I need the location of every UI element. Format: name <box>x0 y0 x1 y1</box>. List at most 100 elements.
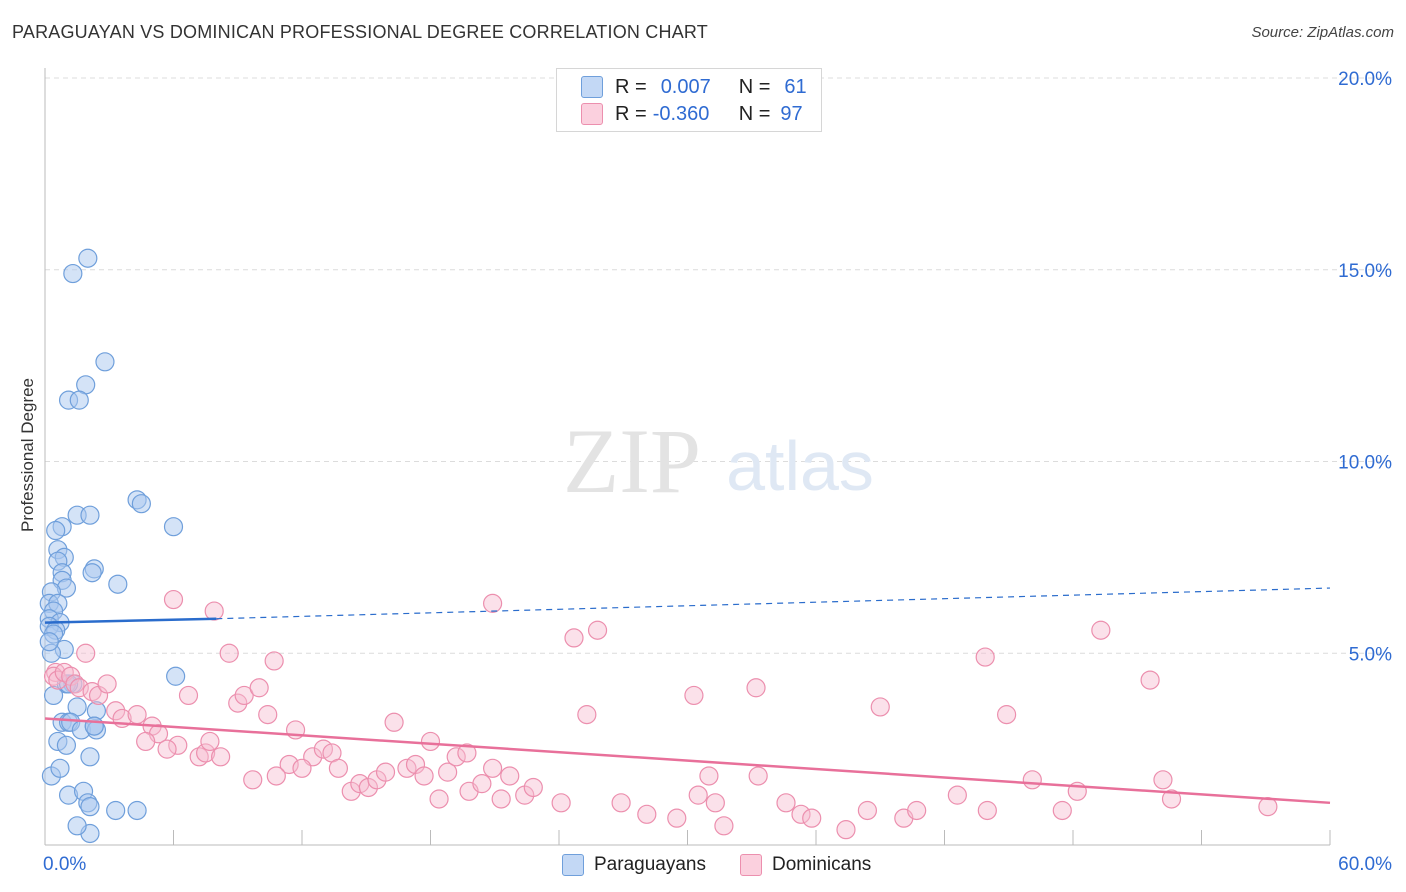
point-dominican <box>1161 789 1182 809</box>
point-paraguayan <box>127 800 147 821</box>
point-dominican <box>564 628 584 648</box>
x-tick-label: 0.0% <box>43 854 86 875</box>
point-dominican <box>328 758 349 778</box>
point-dominican <box>500 766 520 786</box>
series-swatch-pink <box>740 854 762 876</box>
point-dominican <box>836 820 856 840</box>
point-paraguayan <box>80 797 100 817</box>
point-dominican <box>1052 800 1072 821</box>
legend-swatch-blue <box>581 76 603 98</box>
point-dominican <box>136 731 156 752</box>
points-dominicans <box>43 589 1278 840</box>
point-dominican <box>577 705 597 725</box>
point-dominican <box>975 647 995 667</box>
point-dominican <box>264 651 284 671</box>
legend-n-label: N = <box>738 75 771 98</box>
point-dominican <box>200 731 220 752</box>
point-dominican <box>977 800 997 821</box>
point-paraguayan <box>80 747 100 767</box>
point-dominican <box>279 754 299 775</box>
point-dominican <box>266 766 286 786</box>
legend-n-label: N = <box>738 102 771 125</box>
chart-title: PARAGUAYAN VS DOMINICAN PROFESSIONAL DEG… <box>12 22 708 42</box>
legend-row-paraguayans: R = 0.007 N = 61 <box>581 74 807 100</box>
y-tick-label: 20.0% <box>1338 69 1392 90</box>
y-tick-label: 15.0% <box>1338 261 1392 282</box>
point-dominican <box>997 705 1017 725</box>
point-dominican <box>438 762 458 782</box>
point-dominican <box>243 770 263 790</box>
points-paraguayans <box>39 248 186 844</box>
point-dominican <box>947 785 967 805</box>
point-dominican <box>457 743 477 763</box>
point-paraguayan <box>84 716 104 736</box>
point-dominican <box>699 766 719 786</box>
legend-row-dominicans: R = -0.360 N = 97 <box>581 101 803 127</box>
point-paraguayan <box>63 263 83 284</box>
source-credit: Source: ZipAtlas.com <box>1251 24 1394 41</box>
point-paraguayan <box>131 494 151 514</box>
point-dominican <box>97 674 117 694</box>
point-dominican <box>219 643 239 663</box>
trend-line-paraguayans-extension <box>216 587 1331 620</box>
point-paraguayan <box>106 800 126 821</box>
point-dominican <box>292 758 312 778</box>
point-paraguayan <box>43 685 64 706</box>
trend-line-dominicans <box>44 717 1331 805</box>
series-legend-paraguayans: Paraguayans <box>562 852 706 878</box>
point-dominican <box>587 620 608 640</box>
point-paraguayan <box>163 517 184 537</box>
point-dominican <box>196 743 216 763</box>
point-paraguayan <box>69 390 89 410</box>
point-dominican <box>1091 620 1111 640</box>
legend-r-label: R = <box>615 102 647 125</box>
point-paraguayan <box>82 563 102 583</box>
series-label-paraguayans: Paraguayans <box>594 854 706 875</box>
point-dominican <box>163 589 184 610</box>
legend-swatch-pink <box>581 103 603 125</box>
point-dominican <box>667 808 687 828</box>
point-dominican <box>258 705 278 725</box>
point-dominican <box>204 601 224 621</box>
axes <box>44 68 1331 846</box>
point-dominican <box>748 766 768 786</box>
series-label-dominicans: Dominicans <box>772 854 872 875</box>
point-dominican <box>802 808 822 828</box>
watermark-zip: ZIP <box>563 410 701 512</box>
point-dominican <box>523 777 543 798</box>
point-paraguayan <box>166 666 186 686</box>
point-paraguayan <box>58 674 79 694</box>
point-dominican <box>414 766 434 786</box>
point-dominican <box>446 747 466 767</box>
watermark-atlas: atlas <box>726 427 874 505</box>
tick-labels: 5.0% 10.0% 15.0% 20.0% 0.0% 60.0% <box>43 69 1392 875</box>
point-dominican <box>420 731 441 752</box>
point-dominican <box>178 685 199 706</box>
trend-lines <box>44 587 1331 805</box>
correlation-legend: R = 0.007 N = 61 R = -0.360 N = 97 <box>556 68 822 132</box>
y-tick-label: 10.0% <box>1338 453 1392 474</box>
point-dominican <box>551 793 571 813</box>
x-tick-label: 60.0% <box>1338 854 1392 875</box>
point-paraguayan <box>39 632 59 652</box>
point-dominican <box>611 793 631 813</box>
point-dominican <box>168 735 188 755</box>
legend-n-value: 61 <box>784 75 807 98</box>
y-tick-label: 5.0% <box>1349 644 1392 665</box>
point-dominican <box>76 643 96 663</box>
point-dominican <box>429 789 449 809</box>
point-dominican <box>483 758 503 778</box>
point-dominican <box>857 800 878 821</box>
legend-n-value: 97 <box>780 102 803 125</box>
point-dominican <box>106 701 126 721</box>
point-dominican <box>127 705 147 725</box>
point-dominican <box>870 697 890 717</box>
point-dominican <box>483 593 503 613</box>
point-paraguayan <box>67 816 87 836</box>
point-dominican <box>637 804 657 824</box>
trend-line-paraguayans <box>44 617 217 624</box>
point-dominican <box>211 747 231 767</box>
legend-r-value: 0.007 <box>660 75 711 98</box>
point-dominican <box>776 793 796 813</box>
point-dominican <box>1022 770 1042 790</box>
